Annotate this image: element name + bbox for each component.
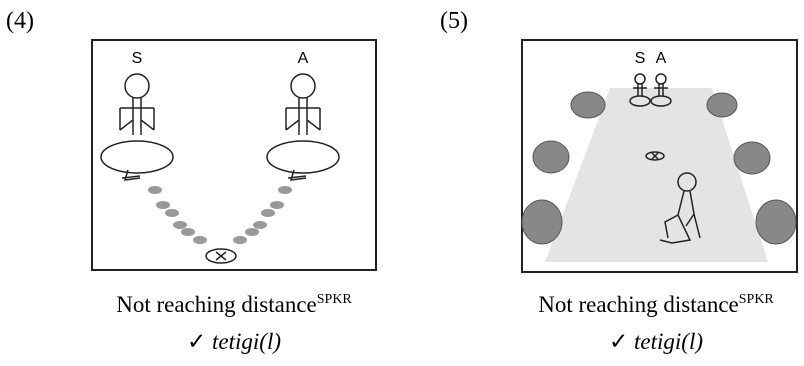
gloss-mark: ✓: [187, 329, 206, 354]
figure-label: S: [132, 50, 143, 67]
caption-superscript: SPKR: [317, 292, 353, 307]
caption-superscript: SPKR: [739, 292, 775, 307]
caption-text: Not reaching distance: [538, 292, 739, 317]
caption: Not reaching distanceSPKR: [538, 292, 774, 317]
figure-label: A: [656, 50, 667, 67]
gloss: ✓ tetigi(l): [187, 329, 281, 354]
figure-label: A: [298, 50, 309, 67]
gloss-mark: ✓: [609, 329, 628, 354]
caption-text: Not reaching distance: [116, 292, 317, 317]
gloss-text: tetigi(l): [634, 329, 703, 354]
panel-label: (4): [6, 8, 34, 34]
figure: (4) S A Not reaching distanceSPKR ✓ teti…: [0, 0, 804, 366]
gloss: ✓ tetigi(l): [609, 329, 703, 354]
caption: Not reaching distanceSPKR: [116, 292, 352, 317]
gloss-text: tetigi(l): [212, 329, 281, 354]
panel-label: (5): [440, 8, 468, 34]
figure-label: S: [635, 50, 646, 67]
